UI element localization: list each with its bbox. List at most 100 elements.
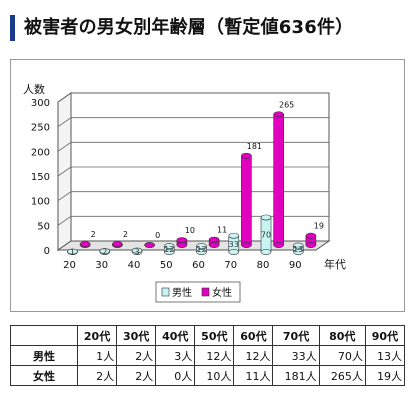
page-header: 被害者の男女別年齢層（暫定値636件）: [10, 12, 410, 44]
bar-female-90-base: [305, 242, 317, 248]
table-row-label: 男性: [10, 345, 78, 366]
data-label-female-50: 10: [185, 226, 195, 235]
bar-male-40: [131, 247, 143, 255]
table-cell: 11人: [233, 365, 274, 386]
data-table: 20代 30代 40代 50代 60代 70代 80代 90代 男性 1人 2人 3人 12人 12人 3…: [10, 325, 406, 386]
bar-male-60-top: [196, 243, 207, 249]
title-accent-bar: [10, 15, 15, 41]
table-row-label: 女性: [10, 365, 78, 386]
gridline: [57, 117, 329, 127]
bar-male-70-top: [228, 232, 240, 239]
table-cell: 181人: [272, 365, 320, 386]
y-tick-label: 50: [37, 221, 50, 232]
bar-male-20-top: [67, 248, 78, 255]
bar-male-60: [196, 243, 207, 255]
chart-floor: [56, 240, 331, 251]
legend-box: [155, 281, 241, 303]
x-tick-label: 80: [257, 260, 270, 271]
chart-grid: [56, 92, 331, 251]
data-label-female-20: 2: [91, 230, 96, 239]
bar-female-20-top: [79, 241, 91, 247]
y-tick-label: 0: [44, 246, 50, 257]
table-header-cell: 90代: [364, 325, 406, 346]
chart-frame: 0 50 100 150 200 250 300 人数 20 30 40 50 60 70 80 90 年代 2…: [10, 59, 405, 312]
legend-swatch-0: [161, 287, 170, 297]
bar-female-60: [208, 236, 220, 248]
data-label-male-90: 13: [293, 245, 303, 254]
chart-legend: 男性 女性: [155, 281, 241, 303]
table-cell: 12人: [233, 345, 274, 366]
bar-male-30: [99, 248, 111, 255]
table-cell: 19人: [364, 365, 406, 386]
data-label-male-50: 12: [164, 245, 174, 254]
x-tick-label: 90: [289, 260, 302, 271]
bar-female-80-base: [273, 242, 284, 248]
bar-female-70-base: [241, 242, 252, 248]
bar-male-50-base: [163, 249, 175, 255]
data-label-male-40: 3: [134, 247, 139, 256]
table-row: 男性 1人 2人 3人 12人 12人 33人 70人 13人: [10, 345, 406, 366]
bar-female-40-top: [144, 242, 155, 248]
y-tick-label: 300: [31, 98, 50, 109]
bar-female-80-body: [273, 114, 284, 246]
y-tick-label: 150: [31, 172, 50, 183]
data-label-male-60: 12: [196, 245, 206, 254]
data-label-female-80: 265: [279, 100, 294, 109]
x-tick-label: 50: [160, 260, 173, 271]
table-header-cell: 70代: [272, 325, 320, 346]
table-cell: 2人: [116, 345, 157, 366]
table-row: 女性 2人 2人 0人 10人 11人 181人 265人 19人: [10, 365, 406, 386]
x-tick-label: 20: [63, 260, 76, 271]
bar-female-90-top: [305, 232, 317, 239]
table-cell: 2人: [76, 365, 118, 386]
bar-female-70: [241, 152, 252, 248]
y-tick-label: 200: [31, 147, 50, 158]
legend-swatch-1: [201, 287, 210, 297]
bar-female-70-body: [241, 155, 252, 246]
data-label-female-40: 0: [155, 231, 160, 240]
table-cell: 12人: [194, 345, 235, 366]
bar-male-60-base: [196, 249, 207, 255]
table-cell: 3人: [155, 345, 196, 366]
bar-female-50-top: [176, 237, 188, 244]
table-cell: 2人: [116, 365, 157, 386]
table-header-cell: [10, 325, 78, 346]
bar-male-70: [228, 232, 240, 255]
data-label-female-70: 181: [247, 142, 262, 151]
bar-female-90: [305, 232, 317, 248]
bar-male-80-top: [260, 214, 272, 221]
data-label-female-90: 19: [314, 222, 324, 231]
x-tick-label: 30: [95, 260, 108, 271]
bar-female-50-base: [176, 242, 188, 248]
table-header-cell: 80代: [318, 325, 366, 346]
bar-male-50-top: [163, 243, 175, 249]
bar-female-30-top: [112, 241, 123, 247]
table-header-cell: 60代: [233, 325, 274, 346]
y-tick-label: 100: [31, 197, 50, 208]
table-cell: 33人: [272, 345, 320, 366]
bar-female-80-top: [273, 111, 284, 118]
y-tick-label: 250: [31, 123, 50, 134]
page-title: 被害者の男女別年齢層（暫定値636件）: [24, 17, 354, 38]
data-label-female-60: 11: [217, 226, 227, 235]
x-tick-label: 70: [224, 260, 237, 271]
x-tick-label: 60: [192, 260, 205, 271]
table-header-cell: 20代: [76, 325, 118, 346]
x-tick-label: 40: [128, 260, 141, 271]
table-cell: 70人: [318, 345, 366, 366]
legend-label-0: 男性: [172, 286, 192, 299]
data-label-male-20: 1: [70, 248, 75, 257]
bar-male-80: [260, 214, 272, 255]
data-label-male-30: 2: [102, 248, 107, 257]
table-header-row: 20代 30代 40代 50代 60代 70代 80代 90代: [10, 325, 406, 346]
table-cell: 0人: [155, 365, 196, 386]
data-label-male-80: 70: [261, 231, 271, 240]
table-cell: 13人: [364, 345, 406, 366]
bar-male-90-base: [292, 249, 304, 255]
chart-bars: [67, 111, 317, 255]
table-header-cell: 30代: [116, 325, 157, 346]
table-cell: 265人: [318, 365, 366, 386]
table-body: 男性 1人 2人 3人 12人 12人 33人 70人 13人 女性 2人 2人 0人 10人 11人 181…: [10, 345, 406, 386]
bar-female-30: [112, 241, 123, 248]
